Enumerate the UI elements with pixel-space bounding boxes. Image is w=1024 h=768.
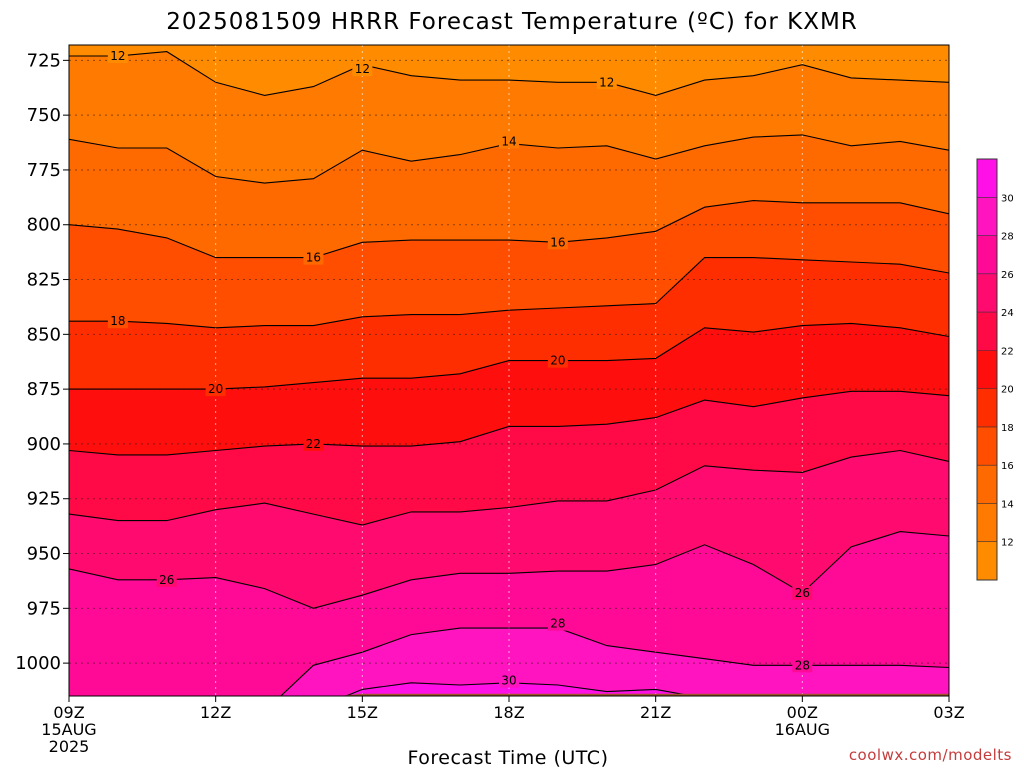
colorbar-segment — [977, 388, 997, 428]
colorbar-segment — [977, 541, 997, 581]
isotherm-label-bg — [547, 353, 568, 368]
isotherm-line-22 — [69, 390, 949, 456]
colorbar-segment — [977, 503, 997, 543]
colorbar-segment — [977, 197, 997, 237]
ground-surface — [69, 693, 949, 696]
y-tick-label: 800 — [27, 215, 61, 236]
colorbar-tick-label: 24 — [1001, 308, 1014, 319]
isotherm-label-bg — [499, 673, 519, 688]
isotherm-label-bg — [596, 75, 617, 90]
isotherm-line-12 — [69, 51, 949, 96]
isotherm-label-bg — [547, 616, 568, 631]
isotherm-label-20: 20 — [208, 382, 223, 396]
colorbar-frame — [976, 158, 998, 581]
ground-band — [69, 693, 949, 696]
isotherm-label-bg — [205, 382, 226, 397]
x-tick-label: 2025 — [49, 737, 90, 756]
colorbar-segment — [977, 350, 997, 390]
y-tick-label: 775 — [27, 160, 61, 181]
chart-title: 2025081509 HRRR Forecast Temperature (ºC… — [166, 9, 858, 35]
colorbar-tick-label: 16 — [1001, 461, 1014, 472]
colorbar-segment — [977, 312, 997, 351]
isotherm-label-bg — [792, 585, 813, 600]
band-above-28 — [280, 628, 949, 696]
isotherm-label-12: 12 — [110, 49, 125, 63]
isotherm-label-20: 20 — [550, 354, 565, 368]
band-above-30 — [346, 682, 693, 696]
isotherm-label-18: 18 — [110, 314, 125, 328]
colorbar-segment — [977, 426, 997, 466]
colorbar-segment — [977, 235, 997, 275]
isotherm-line-16 — [69, 200, 949, 259]
isotherm-label-bg — [156, 572, 177, 587]
colorbar-tick-label: 18 — [1001, 423, 1014, 434]
y-tick-label: 875 — [27, 379, 61, 400]
colorbar-segment — [977, 465, 997, 504]
isotherm-label-bg — [499, 134, 519, 149]
isotherm-label-14: 14 — [501, 134, 516, 148]
y-tick-label: 1000 — [15, 653, 61, 674]
isotherm-label-26: 26 — [159, 573, 174, 587]
colorbar-tick-label: 22 — [1001, 346, 1014, 357]
isotherm-line-24 — [69, 449, 949, 526]
isotherm-label-22: 22 — [306, 437, 321, 451]
y-tick-label: 900 — [27, 434, 61, 455]
isotherm-label-28: 28 — [795, 658, 810, 672]
colorbar-tick-label: 26 — [1001, 270, 1014, 281]
isotherm-label-16: 16 — [306, 251, 321, 265]
isotherm-labels: 12 12 12 14 16 16 18 20 20 22 26 26 28 28 30 — [107, 48, 813, 688]
y-tick-label: 725 — [27, 50, 61, 71]
temperature-fills — [69, 45, 949, 696]
isotherm-label-16: 16 — [550, 235, 565, 249]
isotherm-label-30: 30 — [501, 674, 516, 688]
credit-text: coolwx.com/modelts — [849, 746, 1012, 764]
plot-area — [69, 45, 949, 696]
x-tick-label: 00Z — [787, 703, 818, 722]
x-tick-label: 12Z — [200, 703, 231, 722]
x-tick-label: 15AUG — [41, 720, 96, 739]
isotherm-label-12: 12 — [355, 62, 370, 76]
colorbar-tick-label: 30 — [1001, 193, 1014, 204]
isotherm-label-bg — [303, 436, 324, 451]
colorbar-segment — [977, 273, 997, 313]
y-tick-label: 825 — [27, 270, 61, 291]
x-tick-label: 18Z — [493, 703, 524, 722]
y-axis: 725 750 775 800 825 850 875 900 925 950 975 1000 — [15, 50, 69, 674]
isotherm-line-18 — [69, 257, 949, 329]
isotherm-label-bg — [107, 314, 128, 329]
isotherm-label-12: 12 — [599, 75, 614, 89]
x-tick-label: 09Z — [53, 703, 84, 722]
colorbar-tick-label: 12 — [1001, 538, 1014, 549]
x-tick-label: 21Z — [640, 703, 671, 722]
colorbar: 12 14 16 18 20 22 24 26 28 30 — [976, 158, 1014, 581]
y-tick-label: 975 — [27, 598, 61, 619]
isotherm-label-bg — [303, 250, 324, 265]
colorbar-tick-label: 14 — [1001, 499, 1014, 510]
x-axis-label: Forecast Time (UTC) — [408, 747, 609, 768]
x-tick-label: 16AUG — [775, 720, 830, 739]
x-tick-label: 03Z — [933, 703, 964, 722]
isotherm-label-bg — [352, 62, 373, 77]
y-tick-label: 925 — [27, 489, 61, 510]
x-tick-label: 15Z — [347, 703, 378, 722]
y-tick-label: 850 — [27, 324, 61, 345]
isotherm-label-28: 28 — [550, 617, 565, 631]
band-above-26 — [69, 531, 949, 696]
y-tick-label: 750 — [27, 105, 61, 126]
isotherm-label-bg — [107, 48, 128, 63]
y-tick-label: 950 — [27, 544, 61, 565]
isotherm-label-bg — [547, 235, 568, 250]
colorbar-tick-label: 20 — [1001, 385, 1014, 396]
isotherm-label-26: 26 — [795, 586, 810, 600]
isotherm-line-28 — [280, 627, 949, 696]
colorbar-tick-label: 28 — [1001, 232, 1014, 243]
colorbar-segment — [977, 159, 997, 198]
grid-lines — [69, 45, 949, 696]
isotherm-label-bg — [792, 658, 813, 673]
